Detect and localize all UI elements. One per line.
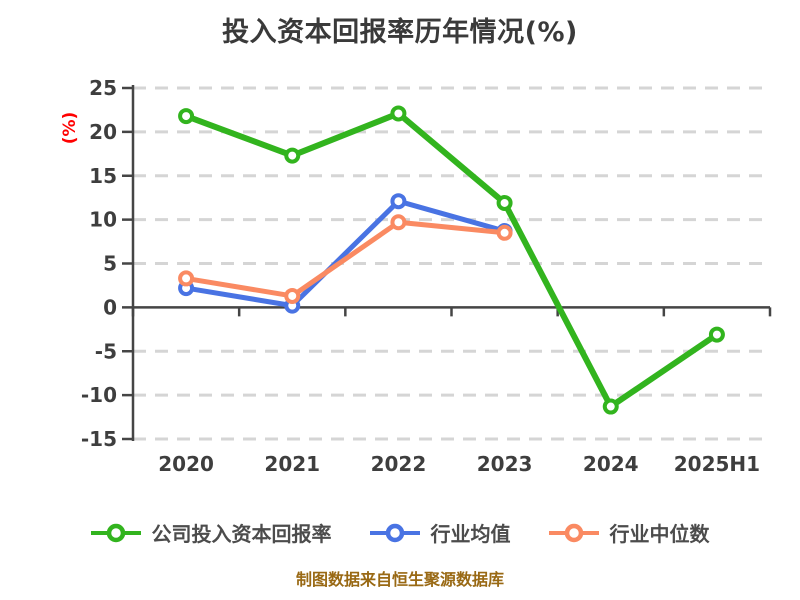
- legend-marker: [90, 523, 141, 542]
- y-tick-label-15: 15: [89, 164, 117, 188]
- y-tick-label--5: -5: [95, 339, 117, 363]
- data-point-marker: [708, 326, 725, 343]
- legend-label-industry-mean: 行业均值: [430, 522, 511, 546]
- x-tick-label-2024: 2024: [583, 452, 639, 476]
- data-point-marker: [496, 224, 513, 241]
- x-tick-label-2020: 2020: [158, 452, 214, 476]
- legend-marker: [548, 523, 599, 542]
- data-point-marker: [390, 214, 407, 231]
- data-point-marker: [390, 193, 407, 210]
- y-tick-label--15: -15: [81, 427, 117, 451]
- legend-circle: [385, 523, 404, 542]
- y-tick-label-25: 25: [89, 76, 117, 100]
- series-line-1: [183, 198, 508, 309]
- data-point-marker: [602, 398, 619, 415]
- legend-item-industry-mean: 行业均值: [369, 518, 511, 547]
- legend-circle: [564, 523, 583, 542]
- y-tick-label-10: 10: [89, 208, 117, 232]
- legend-item-company: 公司投入资本回报率: [90, 518, 332, 547]
- y-tick-label-0: 0: [103, 295, 117, 319]
- x-tick-label-2021: 2021: [264, 452, 320, 476]
- y-tick-label--10: -10: [81, 383, 117, 407]
- data-point-marker: [390, 105, 407, 122]
- data-point-marker: [178, 270, 195, 287]
- legend: 公司投入资本回报率 行业均值 行业中位数: [0, 518, 800, 547]
- series-line-2: [183, 219, 508, 299]
- x-tick-label-2023: 2023: [477, 452, 533, 476]
- series-line-0: [183, 110, 720, 410]
- legend-label-industry-median: 行业中位数: [609, 522, 710, 546]
- footer-source-note: 制图数据来自恒生聚源数据库: [295, 570, 504, 589]
- legend-marker: [369, 523, 420, 542]
- y-tick-label-20: 20: [89, 120, 117, 144]
- data-point-marker: [284, 287, 301, 304]
- legend-item-industry-median: 行业中位数: [548, 518, 710, 547]
- legend-circle: [106, 523, 125, 542]
- y-tick-label-5: 5: [103, 252, 117, 276]
- legend-label-company: 公司投入资本回报率: [151, 522, 332, 546]
- data-point-marker: [496, 194, 513, 211]
- x-tick-label-2025H1: 2025H1: [674, 452, 760, 476]
- data-point-marker: [284, 147, 301, 164]
- chart-title: 投入资本回报率历年情况(%): [222, 17, 578, 48]
- data-point-marker: [178, 108, 195, 125]
- x-tick-label-2022: 2022: [371, 452, 427, 476]
